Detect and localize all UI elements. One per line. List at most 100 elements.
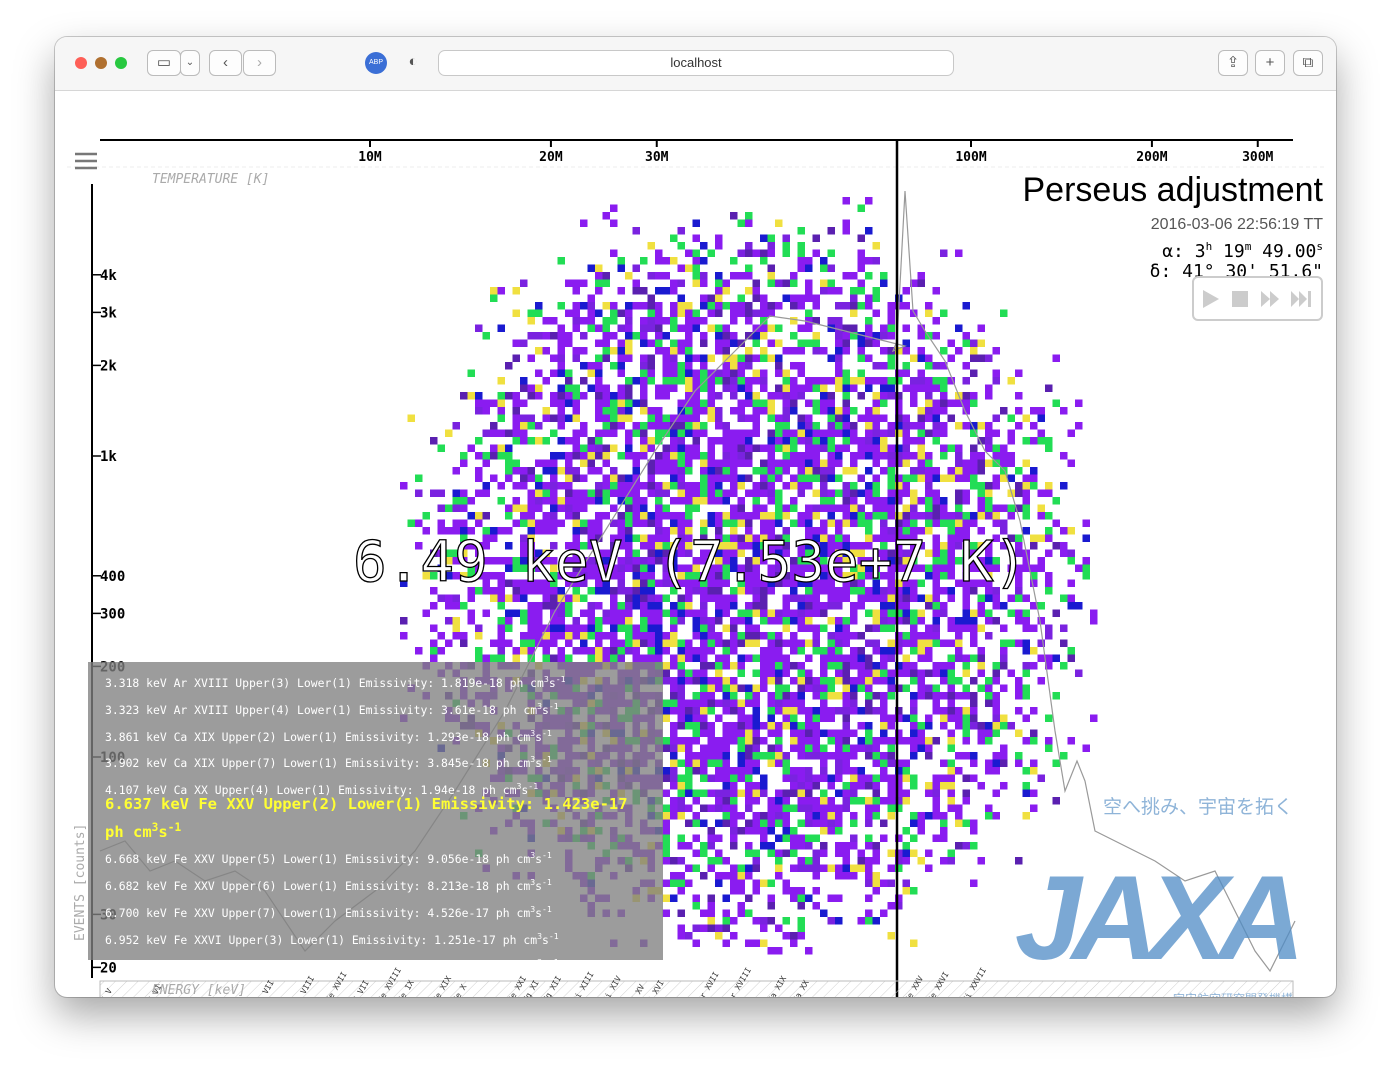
event-pixel — [692, 384, 700, 392]
event-pixel — [722, 804, 730, 812]
event-pixel — [632, 579, 640, 587]
event-pixel — [535, 497, 543, 505]
event-pixel — [512, 392, 520, 400]
event-pixel — [722, 422, 730, 430]
event-pixel — [760, 669, 768, 677]
close-button[interactable] — [75, 57, 87, 69]
event-pixel — [902, 857, 910, 865]
event-pixel — [737, 309, 745, 317]
event-pixel — [685, 369, 693, 377]
event-pixel — [805, 467, 813, 475]
event-pixel — [490, 429, 498, 437]
event-pixel — [767, 324, 775, 332]
event-pixel — [700, 602, 708, 610]
forward-button[interactable]: › — [243, 50, 276, 76]
event-pixel — [925, 467, 933, 475]
minimize-button[interactable] — [95, 57, 107, 69]
event-pixel — [962, 842, 970, 850]
fast-forward-button[interactable] — [1261, 291, 1279, 307]
event-pixel — [737, 699, 745, 707]
event-pixel — [955, 467, 963, 475]
event-pixel — [700, 729, 708, 737]
event-pixel — [512, 482, 520, 490]
event-pixel — [737, 542, 745, 550]
back-button[interactable]: ‹ — [209, 50, 242, 76]
event-pixel — [812, 857, 820, 865]
event-pixel — [565, 437, 573, 445]
event-pixel — [737, 549, 745, 557]
event-pixel — [872, 392, 880, 400]
event-pixel — [745, 377, 753, 385]
event-pixel — [587, 467, 595, 475]
unit-exp: -1 — [555, 674, 566, 684]
event-pixel — [640, 399, 648, 407]
sidebar-button[interactable]: ▭ — [147, 50, 181, 76]
event-pixel — [497, 287, 505, 295]
event-pixel — [595, 587, 603, 595]
event-pixel — [700, 662, 708, 670]
event-pixel — [707, 354, 715, 362]
event-pixel — [595, 527, 603, 535]
sidebar-menu[interactable]: ⌄ — [180, 50, 200, 76]
event-pixel — [932, 422, 940, 430]
event-pixel — [527, 527, 535, 535]
event-pixel — [730, 482, 738, 490]
tick-label: 20 — [100, 960, 117, 976]
event-pixel — [647, 617, 655, 625]
event-pixel — [805, 542, 813, 550]
event-pixel — [857, 737, 865, 745]
event-pixel — [662, 857, 670, 865]
event-pixel — [917, 819, 925, 827]
event-pixel — [760, 549, 768, 557]
event-pixel — [902, 774, 910, 782]
event-pixel — [782, 819, 790, 827]
event-pixel — [752, 759, 760, 767]
event-pixel — [790, 737, 798, 745]
event-pixel — [955, 692, 963, 700]
event-pixel — [827, 572, 835, 580]
zoom-button[interactable] — [115, 57, 127, 69]
privacy-icon[interactable]: ◐ — [408, 53, 418, 70]
share-button[interactable]: ⇪ — [1218, 50, 1248, 76]
event-pixel — [670, 414, 678, 422]
event-pixel — [865, 752, 873, 760]
event-pixel — [775, 819, 783, 827]
event-pixel — [760, 654, 768, 662]
event-pixel — [602, 579, 610, 587]
event-pixel — [932, 362, 940, 370]
event-pixel — [775, 504, 783, 512]
event-pixel — [730, 819, 738, 827]
browser-window: ▭ ⌄ ‹ › ABP ◐ localhost ⇪ + ⧉ 10M 20M 30M 1… — [55, 37, 1336, 997]
event-pixel — [467, 587, 475, 595]
event-pixel — [752, 939, 760, 947]
address-bar[interactable]: localhost — [438, 50, 954, 76]
event-pixel — [910, 377, 918, 385]
event-pixel — [535, 564, 543, 572]
event-pixel — [737, 774, 745, 782]
event-pixel — [647, 512, 655, 520]
new-tab-button[interactable]: + — [1255, 50, 1285, 76]
event-pixel — [460, 557, 468, 565]
event-pixel — [662, 737, 670, 745]
event-pixel — [962, 707, 970, 715]
event-pixel — [1015, 504, 1023, 512]
event-pixel — [835, 917, 843, 925]
event-pixel — [805, 504, 813, 512]
event-pixel — [490, 572, 498, 580]
menu-button[interactable] — [75, 152, 97, 170]
adblock-icon[interactable]: ABP — [365, 52, 387, 74]
event-pixel — [415, 647, 423, 655]
event-pixel — [820, 549, 828, 557]
event-pixel — [835, 632, 843, 640]
play-button[interactable] — [1203, 290, 1219, 308]
stop-button[interactable] — [1232, 291, 1248, 307]
event-pixel — [565, 377, 573, 385]
event-pixel — [745, 714, 753, 722]
skip-button[interactable] — [1291, 291, 1311, 307]
tabs-button[interactable]: ⧉ — [1293, 50, 1323, 76]
event-pixel — [475, 452, 483, 460]
event-pixel — [887, 362, 895, 370]
event-pixel — [805, 609, 813, 617]
event-pixel — [962, 302, 970, 310]
event-pixel — [737, 639, 745, 647]
